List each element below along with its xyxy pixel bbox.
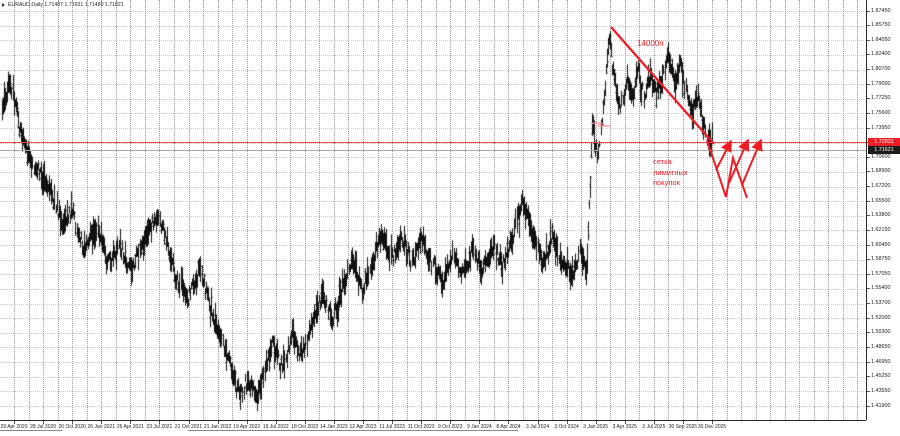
date-tick: 30 Sep 2025 bbox=[668, 424, 698, 430]
current-price-label: 1.72831 bbox=[868, 138, 900, 146]
date-tick: 19 Jul 2022 bbox=[262, 424, 289, 430]
price-tick: 1.50300 bbox=[867, 328, 900, 337]
date-tick: 26 Jan 2021 bbox=[87, 424, 116, 430]
date-tick-mark bbox=[712, 421, 713, 424]
date-tick-mark bbox=[333, 421, 335, 424]
price-tick: 1.80700 bbox=[867, 65, 900, 74]
price-tick: 1.65500 bbox=[867, 197, 900, 206]
price-tick: 1.45250 bbox=[867, 372, 900, 381]
price-tick: 1.75600 bbox=[867, 109, 900, 118]
price-tick: 1.55400 bbox=[867, 284, 900, 293]
price-tick: 1.62150 bbox=[867, 226, 900, 235]
date-tick: 29 Apr 2020 bbox=[0, 424, 28, 430]
date-tick-mark bbox=[217, 421, 219, 424]
date-tick: 14 Jan 2023 bbox=[320, 424, 348, 430]
bottom-strip-right bbox=[188, 430, 518, 436]
price-tick: 1.70600 bbox=[867, 153, 900, 162]
window-bottom-strip bbox=[0, 430, 900, 436]
date-tick: 26 Apr 2021 bbox=[116, 424, 144, 430]
date-tick: 9 Oct 2023 bbox=[438, 424, 463, 430]
date-tick: 11 Oct 2023 bbox=[407, 424, 435, 430]
date-tick-mark bbox=[101, 421, 103, 424]
date-tick-mark bbox=[537, 421, 539, 424]
price-tick: 1.46950 bbox=[867, 358, 900, 367]
price-tick: 1.85750 bbox=[867, 21, 900, 30]
price-tick: 1.73950 bbox=[867, 124, 900, 133]
price-tick: 1.48650 bbox=[867, 343, 900, 352]
price-tick: 1.79000 bbox=[867, 80, 900, 89]
date-tick-mark bbox=[72, 421, 74, 424]
date-tick-mark bbox=[653, 421, 655, 424]
price-series bbox=[0, 0, 866, 420]
price-chart-plot[interactable]: 14000п сетка лимитных покупок EURAUD,Dai… bbox=[0, 0, 866, 420]
date-tick: 3 Oct 2024 bbox=[554, 424, 579, 430]
date-tick: 30 Dec 2025 bbox=[697, 424, 727, 430]
price-tick: 1.84050 bbox=[867, 36, 900, 45]
date-tick: 23 Jul 2021 bbox=[146, 424, 173, 430]
date-tick: 18 Oct 2022 bbox=[291, 424, 319, 430]
date-tick-mark bbox=[450, 421, 452, 424]
date-tick: 28 Jul 2020 bbox=[30, 424, 57, 430]
date-tick: 26 Oct 2020 bbox=[58, 424, 86, 430]
price-tick: 1.67200 bbox=[867, 182, 900, 191]
date-tick-mark bbox=[392, 421, 394, 424]
price-tick: 1.60450 bbox=[867, 241, 900, 250]
price-tick: 1.68900 bbox=[867, 167, 900, 176]
date-tick-mark bbox=[624, 421, 626, 424]
date-tick-mark bbox=[421, 421, 423, 424]
date-tick: 3 Jul 2025 bbox=[642, 424, 666, 430]
date-tick: 3 Jul 2024 bbox=[525, 424, 550, 430]
date-tick-mark bbox=[479, 421, 481, 424]
price-tick: 1.87450 bbox=[867, 7, 900, 16]
date-tick-mark bbox=[508, 421, 510, 424]
secondary-price-label: 1.71621 bbox=[868, 146, 900, 154]
date-tick: 19 Apr 2022 bbox=[233, 424, 261, 430]
date-tick-mark bbox=[566, 421, 568, 424]
bottom-strip-left bbox=[0, 430, 62, 436]
date-tick: 3 Apr 2025 bbox=[612, 424, 637, 430]
triangle-right-icon[interactable] bbox=[2, 2, 5, 7]
price-tick: 1.77250 bbox=[867, 94, 900, 103]
date-tick-mark bbox=[275, 421, 277, 424]
price-tick: 1.43550 bbox=[867, 387, 900, 396]
price-tick: 1.57050 bbox=[867, 270, 900, 279]
price-tick: 1.63800 bbox=[867, 211, 900, 220]
price-axis[interactable]: 1.87450 1.85750 1.84050 1.82400 1.80700 1.790… bbox=[866, 0, 900, 420]
price-tick: 1.82400 bbox=[867, 50, 900, 59]
date-tick-mark bbox=[595, 421, 597, 424]
date-tick-mark bbox=[130, 421, 132, 424]
price-tick: 1.58750 bbox=[867, 255, 900, 264]
symbol-header-text: EURAUD,Daily 1.71487 1.71931 1.71480 1.7… bbox=[8, 1, 124, 8]
symbol-header: EURAUD,Daily 1.71487 1.71931 1.71480 1.7… bbox=[2, 0, 124, 9]
date-tick: 3 Jan 2025 bbox=[583, 424, 609, 430]
date-tick-mark bbox=[304, 421, 306, 424]
date-tick: 21 Oct 2021 bbox=[174, 424, 203, 430]
date-tick-mark bbox=[159, 421, 161, 424]
date-tick: 12 Apr 2023 bbox=[349, 424, 377, 430]
date-tick-mark bbox=[682, 421, 684, 424]
date-tick: 9 Jan 2024 bbox=[466, 424, 492, 430]
date-tick-mark bbox=[14, 421, 15, 424]
price-tick: 1.52000 bbox=[867, 314, 900, 323]
date-tick-mark bbox=[43, 421, 45, 424]
date-tick: 8 Apr 2024 bbox=[496, 424, 521, 430]
date-tick-mark bbox=[246, 421, 248, 424]
date-tick-mark bbox=[188, 421, 190, 424]
date-tick: 21 Jan 2022 bbox=[203, 424, 232, 430]
date-tick: 11 Jul 2023 bbox=[379, 424, 405, 430]
price-tick: 1.53700 bbox=[867, 299, 900, 308]
price-tick: 1.41900 bbox=[867, 402, 900, 411]
date-tick-mark bbox=[363, 421, 364, 424]
